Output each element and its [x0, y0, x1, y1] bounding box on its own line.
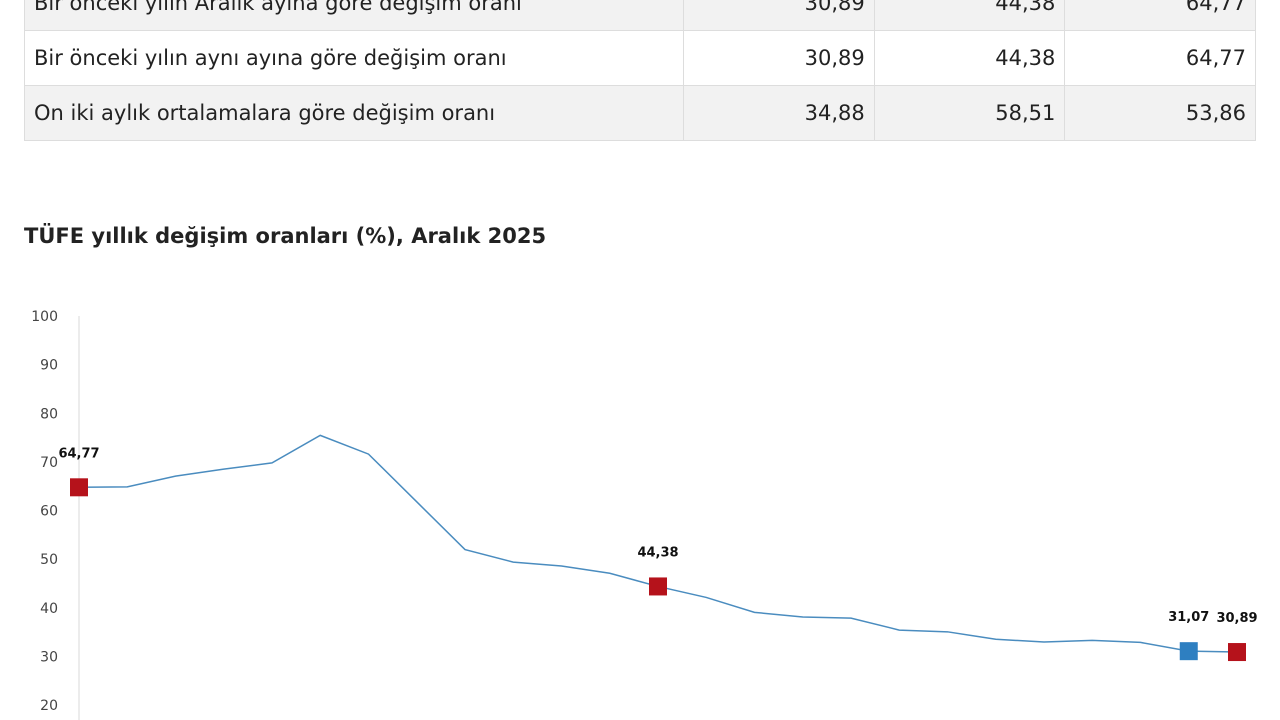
row-label: Bir önceki yılın aynı ayına göre değişim… — [23, 30, 685, 86]
y-tick-label: 30 — [40, 649, 58, 665]
highlight-marker — [1179, 642, 1198, 661]
cell: 30,89 — [683, 30, 875, 86]
row-label: On iki aylık ortalamalara göre değişim o… — [23, 85, 685, 141]
data-label: 30,89 — [1216, 611, 1257, 626]
y-tick-label: 50 — [40, 552, 58, 568]
chart-title: TÜFE yıllık değişim oranları (%), Aralık… — [24, 224, 547, 248]
series-line — [78, 434, 1238, 653]
table-row: On iki aylık ortalamalara göre değişim o… — [23, 85, 1256, 141]
cell: 34,88 — [683, 85, 875, 141]
y-tick-label: 100 — [31, 309, 58, 325]
row-label: Bir önceki yılın Aralık ayına göre değiş… — [23, 0, 685, 31]
y-tick-label: 20 — [40, 698, 58, 714]
highlight-marker — [649, 577, 667, 596]
y-tick-label: 80 — [40, 406, 58, 422]
y-tick-label: 90 — [40, 358, 58, 374]
cell: 30,89 — [683, 0, 875, 31]
y-tick-label: 60 — [40, 504, 58, 520]
cpi-table: Bir önceki yılın Aralık ayına göre değiş… — [23, 0, 1256, 141]
table-row: Bir önceki yılın aynı ayına göre değişim… — [23, 30, 1256, 86]
data-label: 64,77 — [58, 446, 99, 461]
y-tick-label: 70 — [40, 455, 58, 471]
highlight-marker — [70, 478, 88, 497]
cell: 53,86 — [1064, 85, 1256, 141]
cell: 44,38 — [873, 0, 1066, 31]
table-row: Bir önceki yılın Aralık ayına göre değiş… — [23, 0, 1256, 31]
cell: 64,77 — [1064, 0, 1256, 31]
cell: 58,51 — [873, 85, 1066, 141]
cell: 64,77 — [1064, 30, 1256, 86]
highlight-marker — [1228, 643, 1246, 662]
data-label: 44,38 — [637, 545, 678, 560]
y-tick-label: 40 — [40, 601, 58, 617]
data-label: 31,07 — [1168, 610, 1209, 625]
cell: 44,38 — [873, 30, 1066, 86]
